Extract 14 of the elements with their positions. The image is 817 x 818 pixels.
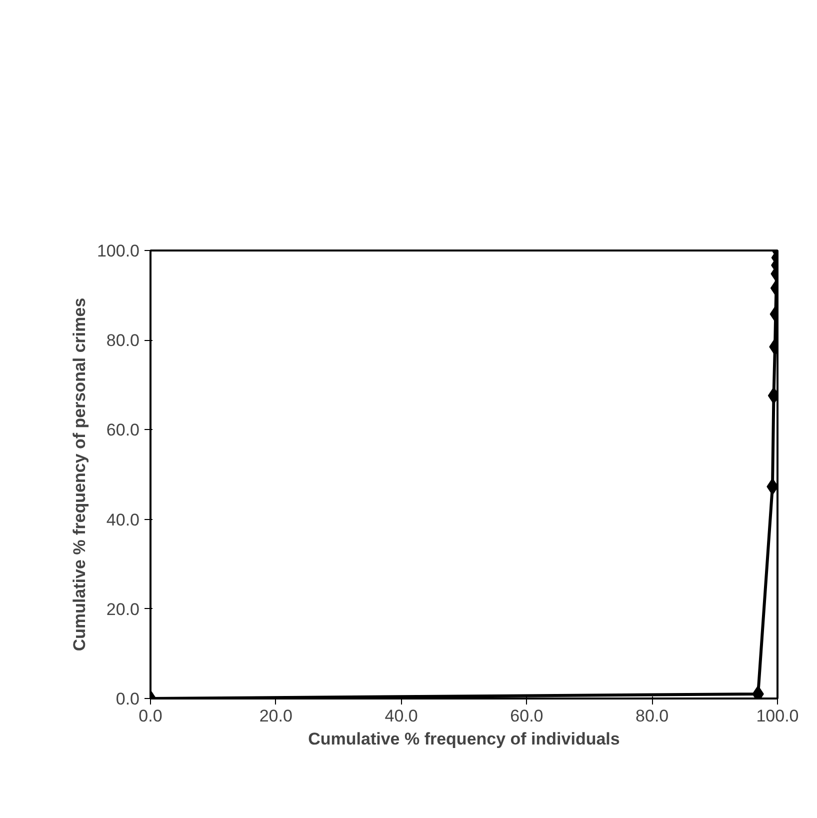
y-axis-title: Cumulative % frequency of personal crimes (70, 298, 89, 652)
y-tick-label: 40.0 (106, 510, 140, 530)
y-tick-label: 20.0 (106, 600, 140, 619)
x-tick-label: 60.0 (510, 706, 544, 726)
y-tick-label: 60.0 (106, 420, 140, 440)
x-tick-label: 0.0 (138, 706, 162, 726)
x-tick-label: 100.0 (756, 706, 799, 726)
y-tick-label: 0.0 (116, 690, 140, 708)
x-axis-title: Cumulative % frequency of individuals (308, 730, 620, 748)
y-tick-label: 80.0 (106, 331, 140, 350)
x-tick-label: 40.0 (384, 706, 418, 726)
y-tick-label: 100.0 (96, 242, 140, 260)
x-tick-label: 80.0 (636, 706, 669, 726)
x-tick-label: 20.0 (259, 706, 292, 726)
